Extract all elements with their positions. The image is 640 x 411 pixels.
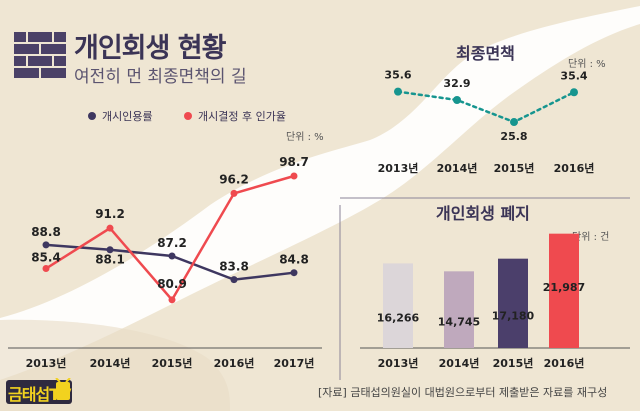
legend-label-series1: 개시인용률 bbox=[102, 110, 153, 123]
source-note: [자료] 금태섭의원실이 대법원으로부터 제출받은 자료를 재구성 bbox=[318, 386, 608, 399]
dotted-data-label: 35.6 bbox=[384, 69, 411, 82]
data-point bbox=[106, 224, 114, 232]
dotted-data-label: 32.9 bbox=[443, 77, 470, 90]
dotted-data-label: 25.8 bbox=[500, 130, 527, 143]
data-point bbox=[290, 269, 298, 277]
legend-dot-navy bbox=[88, 112, 96, 120]
legend-item-series1: 개시인용률 bbox=[88, 108, 153, 124]
bar-x-tick-label: 2015년 bbox=[493, 356, 534, 370]
legend-dot-red bbox=[184, 112, 192, 120]
data-label-navy: 83.8 bbox=[219, 260, 249, 274]
data-point bbox=[42, 265, 50, 273]
data-label-red: 98.7 bbox=[279, 155, 309, 169]
line-x-tick-label: 2015년 bbox=[152, 356, 193, 370]
area-chart-title: 최종면책 bbox=[456, 44, 515, 63]
dotted-x-tick-label: 2014년 bbox=[437, 161, 478, 175]
line-chart-unit: 단위 : % bbox=[286, 132, 324, 143]
data-point bbox=[106, 246, 114, 254]
data-point bbox=[42, 241, 50, 249]
line-x-tick-label: 2013년 bbox=[26, 356, 67, 370]
data-label-navy: 88.8 bbox=[31, 225, 61, 239]
bar bbox=[383, 263, 413, 348]
line-x-tick-label: 2014년 bbox=[90, 356, 131, 370]
dotted-x-tick-label: 2016년 bbox=[554, 161, 595, 175]
line-x-tick-label: 2017년 bbox=[274, 356, 315, 370]
data-point bbox=[168, 296, 176, 304]
bar bbox=[444, 271, 474, 348]
bar-value-label: 17,180 bbox=[492, 309, 535, 322]
bar bbox=[549, 233, 579, 348]
brick-wall-icon bbox=[14, 32, 66, 78]
bar-value-label: 14,745 bbox=[438, 316, 480, 329]
data-label-navy: 87.2 bbox=[157, 236, 187, 250]
data-point bbox=[168, 252, 176, 260]
data-point bbox=[230, 189, 238, 197]
bar-chart-title: 개인회생 폐지 bbox=[436, 204, 530, 223]
dotted-series-line bbox=[396, 90, 576, 124]
dotted-x-tick-label: 2013년 bbox=[378, 161, 419, 175]
bar-x-tick-label: 2013년 bbox=[378, 356, 419, 370]
dotted-data-point bbox=[394, 87, 402, 96]
legend-label-series2: 개시결정 후 인가율 bbox=[198, 110, 286, 123]
data-label-red: 80.9 bbox=[157, 277, 187, 291]
data-label-red: 96.2 bbox=[219, 172, 249, 186]
data-label-red: 91.2 bbox=[95, 207, 125, 221]
line-x-tick-label: 2016년 bbox=[214, 356, 255, 370]
dotted-data-point bbox=[510, 118, 518, 127]
bar-x-tick-label: 2014년 bbox=[439, 356, 480, 370]
dotted-data-point bbox=[570, 88, 578, 97]
bar-value-label: 16,266 bbox=[377, 312, 420, 325]
page-title: 개인회생 현황 bbox=[74, 33, 226, 64]
bar-value-label: 21,987 bbox=[543, 281, 585, 294]
dotted-data-point bbox=[453, 96, 461, 105]
dotted-data-label: 35.4 bbox=[560, 69, 587, 82]
data-label-red: 85.4 bbox=[31, 251, 61, 265]
data-point bbox=[230, 276, 238, 284]
dotted-x-tick-label: 2015년 bbox=[494, 161, 535, 175]
bar-chart-unit: 단위 : 건 bbox=[572, 232, 610, 243]
tv-logo-icon bbox=[6, 378, 72, 404]
data-point bbox=[290, 172, 298, 180]
bar bbox=[498, 258, 528, 348]
page-subtitle: 여전히 먼 최종면책의 길 bbox=[74, 67, 247, 87]
data-label-navy: 84.8 bbox=[279, 253, 309, 267]
bar-x-tick-label: 2016년 bbox=[544, 356, 585, 370]
logo-text: 금태섭TV bbox=[8, 385, 71, 404]
data-label-navy: 88.1 bbox=[95, 253, 125, 267]
area-chart-unit: 단위 : % bbox=[568, 59, 606, 70]
legend-item-series2: 개시결정 후 인가율 bbox=[184, 108, 286, 124]
